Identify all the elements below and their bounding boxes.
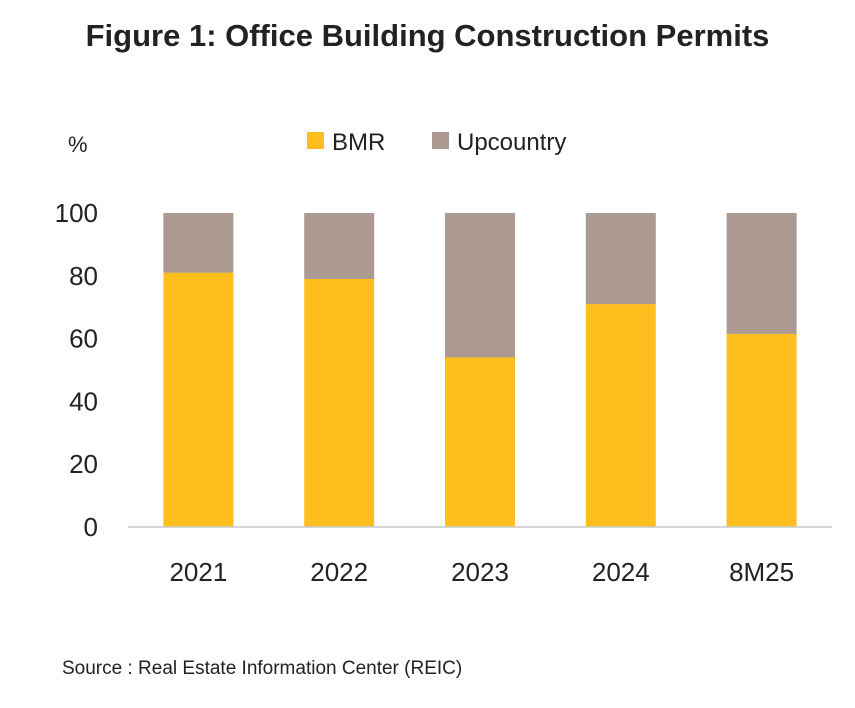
chart-title: Figure 1: Office Building Construction P… [85,18,770,53]
bar-segment-upcountry [726,213,797,334]
source-note: Source : Real Estate Information Center … [62,658,463,679]
x-tick-label: 2024 [592,557,650,587]
y-tick-label: 20 [69,449,98,479]
bar-segment-upcountry [445,213,515,358]
bar-segment-bmr [163,272,234,527]
y-tick-label: 0 [84,512,98,542]
legend-swatch-bmr [307,132,324,149]
legend: BMR Upcountry [307,129,566,156]
x-tick-label: 2021 [169,557,227,587]
x-tick-label: 2023 [451,557,509,587]
x-axis: 2021 2022 2023 2024 8M25 [169,557,794,587]
bar-segment-bmr [304,278,375,527]
y-tick-label: 60 [69,324,98,354]
legend-label-upcountry: Upcountry [457,129,566,156]
y-axis-unit-label: % [68,132,88,157]
bar-segment-bmr [445,357,515,527]
y-tick-label: 100 [55,198,98,228]
bar-segment-bmr [585,304,656,527]
bar-segment-upcountry [163,213,234,273]
x-tick-label: 8M25 [729,557,794,587]
legend-swatch-upcountry [432,132,449,149]
bar-segment-bmr [726,333,797,527]
y-axis: 0 20 40 60 80 100 [55,198,98,542]
bar-segment-upcountry [585,213,656,305]
bars [163,213,797,527]
bar-segment-upcountry [304,213,375,279]
legend-label-bmr: BMR [332,129,385,156]
x-tick-label: 2022 [310,557,368,587]
y-tick-label: 40 [69,386,98,416]
y-tick-label: 80 [69,261,98,291]
